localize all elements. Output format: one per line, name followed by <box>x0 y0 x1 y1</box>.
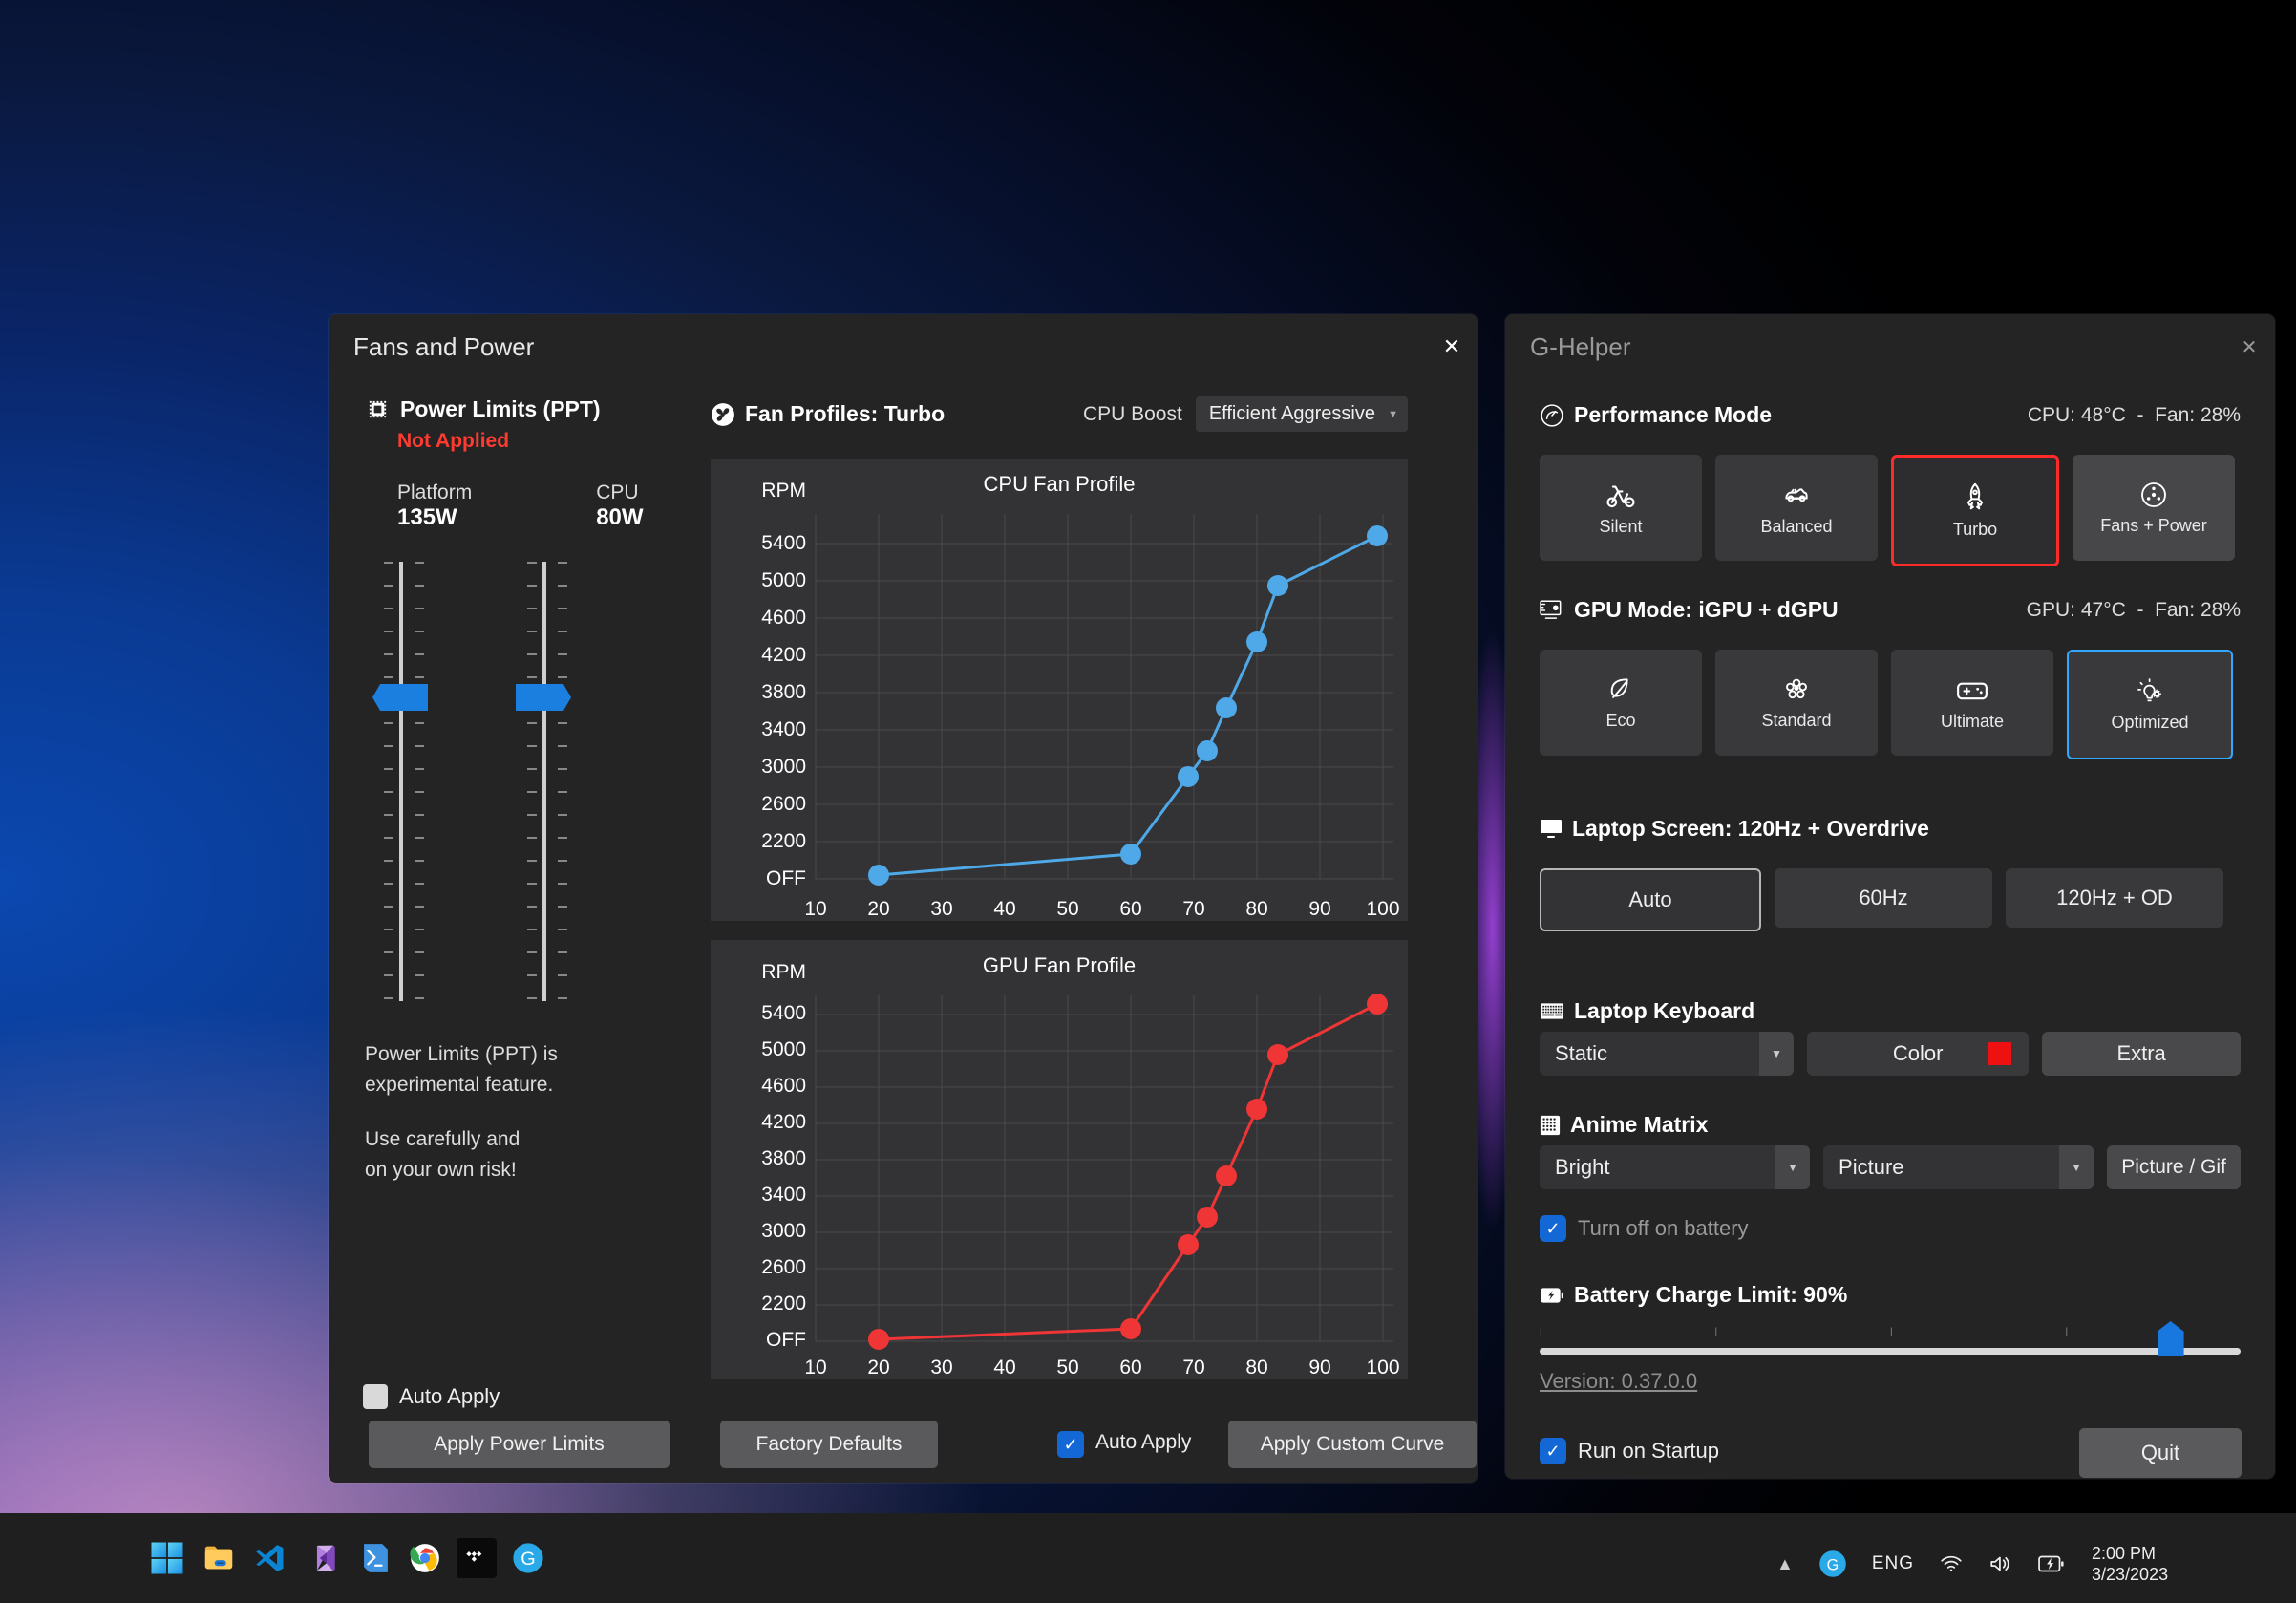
svg-text:50: 50 <box>1056 1357 1078 1379</box>
svg-text:2200: 2200 <box>761 830 806 852</box>
svg-text:80: 80 <box>1245 898 1267 920</box>
svg-text:80: 80 <box>1245 1357 1267 1379</box>
svg-text:40: 40 <box>993 898 1015 920</box>
svg-text:70: 70 <box>1182 1357 1204 1379</box>
svg-text:50: 50 <box>1056 898 1078 920</box>
svg-text:70: 70 <box>1182 898 1204 920</box>
svg-text:CPU Fan Profile: CPU Fan Profile <box>984 472 1136 496</box>
svg-text:3400: 3400 <box>761 718 806 740</box>
svg-text:2600: 2600 <box>761 1256 806 1278</box>
svg-text:4200: 4200 <box>761 644 806 666</box>
svg-text:100: 100 <box>1366 898 1399 920</box>
svg-text:3400: 3400 <box>761 1184 806 1206</box>
svg-text:90: 90 <box>1308 898 1330 920</box>
svg-text:RPM: RPM <box>761 961 806 983</box>
svg-text:5000: 5000 <box>761 569 806 591</box>
svg-text:OFF: OFF <box>766 1329 806 1351</box>
svg-text:5400: 5400 <box>761 532 806 554</box>
svg-text:3800: 3800 <box>761 681 806 703</box>
svg-text:5000: 5000 <box>761 1038 806 1060</box>
svg-text:3800: 3800 <box>761 1147 806 1169</box>
svg-text:2600: 2600 <box>761 793 806 815</box>
svg-text:4200: 4200 <box>761 1111 806 1133</box>
svg-text:30: 30 <box>930 1357 952 1379</box>
svg-text:90: 90 <box>1308 1357 1330 1379</box>
svg-text:10: 10 <box>804 1357 826 1379</box>
svg-text:G: G <box>521 1549 535 1570</box>
svg-text:20: 20 <box>867 898 889 920</box>
svg-text:10: 10 <box>804 898 826 920</box>
svg-text:GPU Fan Profile: GPU Fan Profile <box>983 953 1136 977</box>
svg-text:4600: 4600 <box>761 607 806 629</box>
svg-text:4600: 4600 <box>761 1075 806 1097</box>
svg-text:3000: 3000 <box>761 756 806 778</box>
svg-text:3000: 3000 <box>761 1220 806 1242</box>
svg-text:60: 60 <box>1119 1357 1141 1379</box>
svg-text:OFF: OFF <box>766 867 806 889</box>
svg-text:60: 60 <box>1119 898 1141 920</box>
svg-text:5400: 5400 <box>761 1002 806 1024</box>
svg-text:30: 30 <box>930 898 952 920</box>
svg-text:40: 40 <box>993 1357 1015 1379</box>
svg-text:100: 100 <box>1366 1357 1399 1379</box>
svg-text:2200: 2200 <box>761 1293 806 1314</box>
svg-text:RPM: RPM <box>761 480 806 502</box>
svg-text:G: G <box>1827 1556 1839 1573</box>
svg-text:20: 20 <box>867 1357 889 1379</box>
